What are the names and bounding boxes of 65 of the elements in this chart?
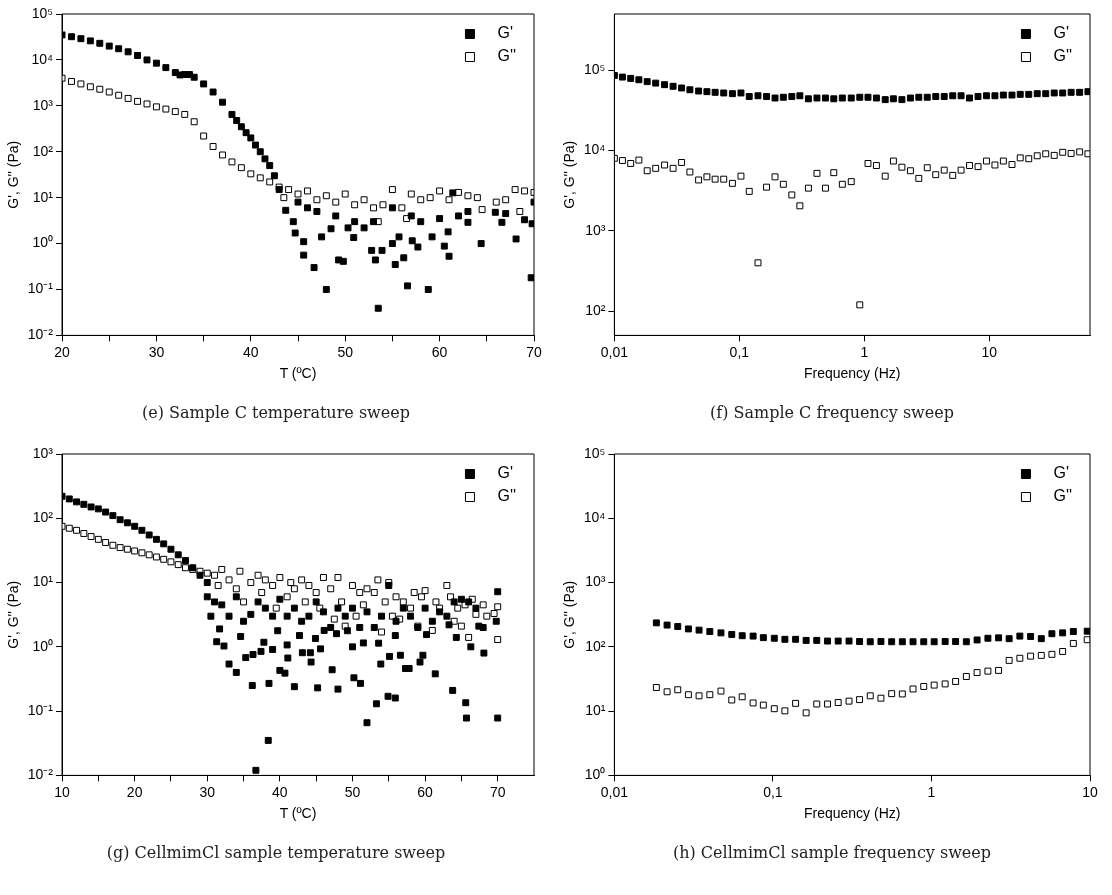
y-tick-label: 10²	[585, 637, 606, 654]
y-axis-title: G', G'' (Pa)	[561, 140, 578, 209]
y-tick-label: 10²	[32, 509, 54, 526]
y-tick-label: 10¹	[585, 701, 606, 718]
y-tick-label: 10³	[585, 573, 606, 590]
text: (e) Sample C temperature sweep	[141, 403, 411, 422]
y-axis-title: G', G'' (Pa)	[561, 580, 578, 649]
x-tick-label: 20	[54, 343, 71, 360]
legend-label: G''	[497, 47, 517, 65]
x-tick-label: 10	[54, 783, 71, 800]
x-tick-label: 40	[243, 343, 259, 360]
y-axis-title: G', G'' (Pa)	[5, 140, 22, 209]
legend-label: G''	[1053, 47, 1073, 65]
y-tick-label: 10⁵	[31, 4, 54, 21]
y-tick-label: 10³	[32, 96, 54, 113]
y-tick-label: 10²	[32, 142, 54, 159]
x-tick-label: 0,1	[729, 343, 750, 360]
legend-label: G''	[1053, 487, 1073, 505]
x-tick-label: 60	[431, 343, 448, 360]
x-tick-label: 30	[148, 343, 165, 360]
x-tick-label: 40	[272, 783, 288, 800]
y-tick-label: 10⁰	[32, 637, 54, 654]
x-tick-label: 10	[1082, 783, 1098, 800]
y-tick-label: 10¹	[32, 188, 54, 205]
x-tick-label: 60	[417, 783, 434, 800]
text: (h) CellmimCl sample frequency sweep	[671, 843, 993, 862]
legend-label: G'	[1053, 464, 1069, 482]
legend-label: G'	[497, 464, 513, 482]
y-tick-label: 10⁵	[584, 61, 606, 78]
text: (g) CellmimCl sample temperature sweep	[105, 843, 447, 862]
y-tick-label: 10³	[32, 444, 54, 461]
x-axis-title: Frequency (Hz)	[803, 805, 901, 822]
y-tick-label: 10⁴	[583, 141, 606, 158]
x-tick-label: 70	[489, 783, 506, 800]
x-tick-label: 20	[126, 783, 143, 800]
y-tick-label: 10⁻¹	[27, 280, 54, 297]
y-tick-label: 10⁴	[31, 50, 54, 67]
y-tick-label: 10²	[585, 302, 606, 319]
y-tick-label: 10¹	[32, 573, 54, 590]
x-tick-label: 0,1	[763, 783, 783, 800]
y-tick-label: 10⁰	[32, 234, 54, 251]
y-tick-label: 10⁵	[584, 444, 606, 461]
y-tick-label: 10³	[585, 221, 606, 238]
x-tick-label: 1	[860, 343, 869, 360]
x-tick-label: 50	[344, 783, 361, 800]
x-tick-label: 0,01	[600, 783, 629, 800]
x-tick-label: 70	[526, 343, 542, 360]
x-tick-label: 10	[981, 343, 998, 360]
x-axis-title: Frequency (Hz)	[803, 365, 901, 382]
x-tick-label: 0,01	[600, 343, 629, 360]
x-axis-title: T (ºC)	[279, 365, 317, 382]
y-tick-label: 10⁻²	[27, 766, 54, 783]
legend-label: G'	[497, 24, 513, 42]
text: (f) Sample C frequency sweep	[709, 403, 955, 422]
x-tick-label: 1	[927, 783, 936, 800]
y-tick-label: 10⁰	[584, 766, 606, 783]
y-tick-label: 10⁻²	[27, 326, 54, 343]
y-tick-label: 10⁴	[583, 509, 606, 526]
legend-label: G'	[1053, 24, 1069, 42]
x-tick-label: 30	[199, 783, 216, 800]
y-axis-title: G', G'' (Pa)	[5, 580, 22, 649]
x-axis-title: T (ºC)	[279, 805, 317, 822]
x-tick-label: 50	[337, 343, 354, 360]
y-tick-label: 10⁻¹	[27, 701, 54, 718]
legend-label: G''	[497, 487, 517, 505]
